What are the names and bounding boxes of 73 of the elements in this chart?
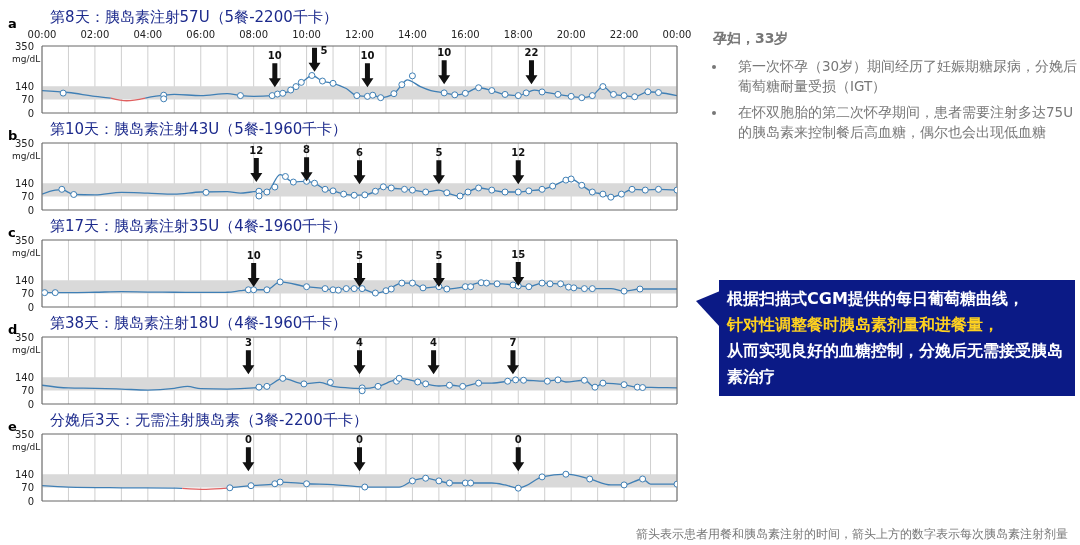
- chart-subtitle: d: [8, 322, 18, 337]
- y-axis-title: mg/dL: [12, 248, 41, 258]
- x-tick-label: 00:00: [27, 29, 57, 40]
- y-tick-label: 350: [14, 234, 34, 246]
- y-axis-title: mg/dL: [12, 345, 41, 355]
- annotation: 0: [356, 434, 364, 446]
- text: 针对性调整餐时胰岛素剂量和进餐量，: [727, 314, 1000, 336]
- x-tick-label: 10:00: [292, 29, 321, 40]
- annotation: 15: [511, 248, 526, 260]
- x-tick-label: 02:00: [80, 29, 110, 40]
- y-tick-label: 0: [27, 301, 34, 313]
- y-tick-label: 0: [27, 204, 34, 216]
- text: 箭头表示患者用餐和胰岛素注射的时间，箭头上方的数字表示每次胰岛素注射剂量: [636, 526, 1068, 543]
- annotation: 5: [320, 44, 328, 56]
- chart-title: 第17天：胰岛素注射35U（4餐-1960千卡）: [50, 217, 348, 236]
- x-tick-label: 20:00: [556, 29, 586, 40]
- annotation: 10: [437, 47, 452, 59]
- x-tick-label: 06:00: [186, 29, 216, 40]
- y-tick-label: 0: [27, 107, 34, 119]
- chart-title: 第38天：胰岛素注射18U（4餐-1960千卡）: [50, 314, 348, 333]
- annotation: 3: [244, 337, 252, 349]
- y-tick-label: 0: [27, 398, 34, 410]
- chart-title: 分娩后3天：无需注射胰岛素（3餐-2200千卡）: [50, 411, 368, 430]
- x-tick-label: 04:00: [133, 29, 163, 40]
- y-axis-title: mg/dL: [12, 54, 41, 64]
- annotation: 0: [244, 434, 252, 446]
- x-tick-label: 00:00: [662, 29, 692, 40]
- y-tick-label: 70: [21, 482, 34, 494]
- chart-subtitle: e: [8, 419, 17, 434]
- chart-subtitle: b: [8, 128, 18, 143]
- annotation: 4: [356, 337, 364, 349]
- chart-title: 第8天：胰岛素注射57U（5餐-2200千卡）: [50, 8, 338, 27]
- annotation: 7: [509, 337, 517, 349]
- y-tick-label: 70: [21, 94, 34, 106]
- annotation: 10: [267, 50, 282, 62]
- x-tick-label: 22:00: [609, 29, 639, 40]
- annotation: 22: [524, 47, 539, 59]
- chart-subtitle: a: [8, 16, 17, 31]
- x-tick-label: 08:00: [239, 29, 269, 40]
- y-tick-label: 350: [14, 40, 34, 52]
- y-tick-label: 140: [14, 468, 34, 480]
- x-tick-label: 14:00: [398, 29, 427, 40]
- text: 从而实现良好的血糖控制，分娩后无需接受胰岛素治疗: [727, 340, 1064, 388]
- y-tick-label: 140: [14, 274, 34, 286]
- y-tick-label: 140: [14, 80, 34, 92]
- annotation: 5: [356, 249, 364, 261]
- text: 第一次怀孕（30岁）期间经历了妊娠期糖尿病，分娩后葡萄糖耐量受损（IGT）: [738, 57, 1079, 96]
- chart-subtitle: c: [8, 225, 16, 240]
- annotation: 5: [435, 249, 443, 261]
- x-tick-label: 18:00: [503, 29, 533, 40]
- text: 在怀双胞胎的第二次怀孕期间，患者需要注射多达75U的胰岛素来控制餐后高血糖，偶尔也会出现低血糖: [738, 103, 1075, 142]
- annotation: 12: [249, 145, 264, 157]
- text: 根据扫描式CGM提供的每日葡萄糖曲线，: [727, 288, 1025, 310]
- annotation: 5: [435, 147, 443, 159]
- annotation: 12: [511, 147, 526, 159]
- annotation: 10: [360, 50, 375, 62]
- y-tick-label: 70: [21, 288, 34, 300]
- x-tick-label: 12:00: [345, 29, 374, 40]
- chart-title: 第10天：胰岛素注射43U（5餐-1960千卡）: [50, 120, 348, 139]
- y-tick-label: 140: [14, 177, 34, 189]
- y-axis-title: mg/dL: [12, 442, 41, 452]
- text: 孕妇，33岁: [713, 30, 789, 48]
- annotation: 8: [303, 144, 311, 156]
- y-axis-title: mg/dL: [12, 151, 41, 161]
- annotation: 6: [356, 147, 364, 159]
- annotation: 10: [246, 249, 261, 261]
- y-tick-label: 70: [21, 191, 34, 203]
- y-tick-label: 0: [27, 495, 34, 507]
- y-tick-label: 140: [14, 371, 34, 383]
- y-tick-label: 70: [21, 385, 34, 397]
- x-tick-label: 16:00: [450, 29, 480, 40]
- annotation: 0: [514, 434, 522, 446]
- annotation: 4: [430, 337, 438, 349]
